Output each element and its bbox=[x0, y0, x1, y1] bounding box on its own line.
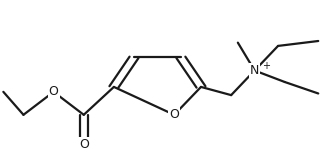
Text: O: O bbox=[49, 85, 59, 98]
Text: O: O bbox=[169, 108, 179, 121]
Text: +: + bbox=[262, 62, 270, 71]
Text: N: N bbox=[250, 64, 259, 77]
Text: O: O bbox=[79, 138, 89, 151]
